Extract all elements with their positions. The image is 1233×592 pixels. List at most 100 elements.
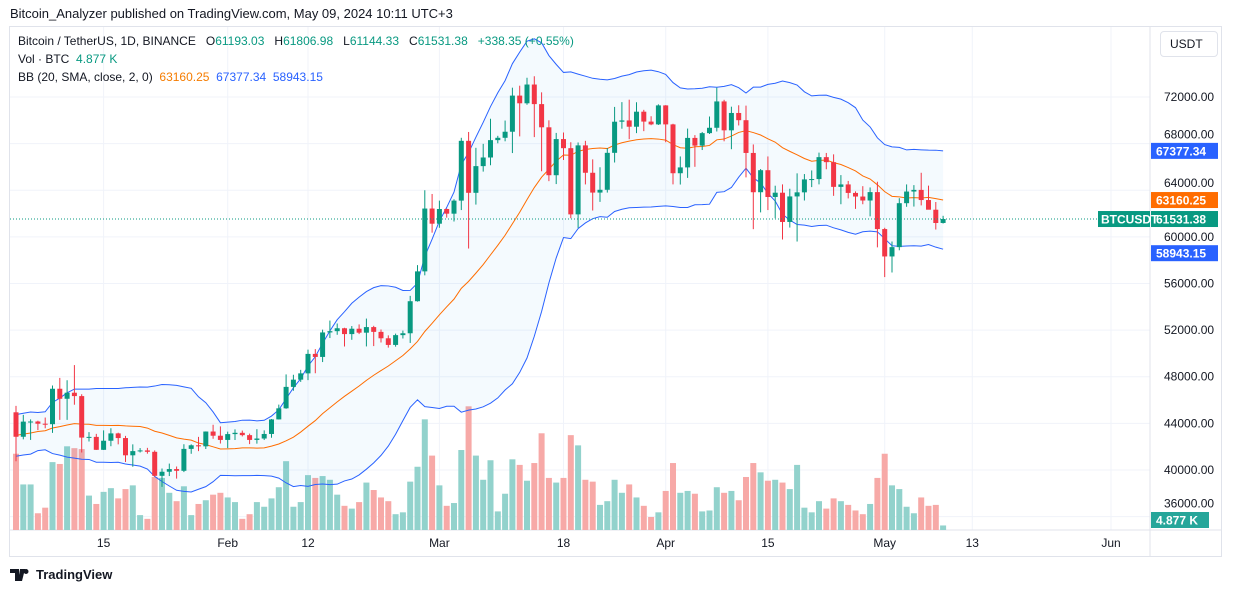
candle-body — [86, 436, 92, 438]
candle-body — [101, 440, 107, 450]
volume-bar — [560, 477, 567, 530]
high-value: 61806.98 — [283, 34, 334, 48]
symbol-name[interactable]: Bitcoin / TetherUS, 1D, BINANCE — [18, 34, 196, 48]
candle-body — [181, 448, 187, 471]
volume-bar — [13, 453, 19, 530]
volume-bar — [20, 484, 27, 530]
candle-body — [619, 120, 625, 122]
price-tick-label: 40000.00 — [1164, 463, 1214, 477]
candle-body — [225, 434, 231, 440]
volume-bar — [494, 511, 501, 530]
chart-frame — [9, 26, 1222, 557]
candle-body — [524, 84, 530, 104]
candle-body — [79, 396, 85, 438]
volume-bar — [764, 480, 771, 530]
volume-bar — [889, 485, 895, 530]
volume-bar — [290, 506, 297, 530]
candle-body — [882, 229, 888, 257]
bb-lower-tag: 58943.15 — [1156, 247, 1206, 261]
volume-bar — [633, 497, 640, 530]
candle-body — [648, 121, 654, 125]
volume-tag-bg — [1151, 512, 1209, 528]
candle-body — [553, 139, 559, 176]
volume-bar — [27, 484, 34, 530]
volume-label[interactable]: Vol · BTC — [18, 52, 70, 66]
candle-body — [342, 328, 347, 335]
candle-body — [495, 137, 501, 141]
candle-body — [473, 166, 479, 193]
bb-legend: BB (20, SMA, close, 2, 0) 63160.25 67377… — [18, 70, 323, 84]
volume-bar — [71, 448, 78, 530]
open-value: 61193.03 — [215, 34, 265, 48]
volume-bar — [932, 504, 939, 530]
candle-body — [334, 328, 340, 332]
time-tick-label: Jun — [1101, 536, 1120, 550]
volume-bar — [356, 502, 363, 530]
candle-body — [42, 423, 48, 425]
candle-body — [188, 445, 194, 449]
time-tick-label: Mar — [429, 536, 450, 550]
candle-body — [400, 333, 406, 336]
symbol-legend: Bitcoin / TetherUS, 1D, BINANCE O61193.0… — [18, 34, 574, 48]
volume-bar — [407, 481, 414, 530]
volume-bar — [173, 501, 180, 530]
volume-bar — [348, 508, 355, 530]
volume-bar — [881, 453, 888, 530]
volume-bar — [217, 492, 224, 530]
volume-bar — [129, 485, 136, 530]
candle-body — [312, 353, 318, 357]
volume-bar — [275, 487, 282, 530]
brand-name: TradingView — [36, 567, 113, 582]
candle-body — [728, 112, 734, 131]
volume-bar — [721, 492, 728, 530]
candle-body — [838, 184, 844, 187]
candle-body — [269, 419, 274, 434]
volume-bar — [421, 419, 428, 530]
candle-body — [933, 209, 939, 224]
currency-button[interactable]: USDT — [1160, 31, 1218, 57]
bb-label[interactable]: BB (20, SMA, close, 2, 0) — [18, 70, 153, 84]
candle-body — [568, 148, 574, 215]
candle-body — [561, 139, 566, 149]
bb-basis-line — [15, 130, 944, 450]
candle-body — [546, 127, 552, 176]
bb-upper-value: 67377.34 — [216, 70, 267, 84]
candle-body — [896, 203, 902, 248]
price-tick-label: 72000.00 — [1164, 90, 1214, 104]
candle-body — [283, 386, 289, 409]
candle-body — [93, 436, 99, 450]
time-tick-label: 12 — [301, 536, 315, 550]
volume-bar — [312, 477, 319, 530]
candle-body — [575, 145, 581, 215]
volume-bar — [202, 500, 209, 530]
candle-body — [166, 469, 172, 472]
volume-bar — [86, 495, 92, 530]
volume-bar — [677, 492, 684, 530]
time-tick-label: 15 — [761, 536, 775, 550]
volume-bar — [713, 487, 720, 530]
volume-bar — [852, 510, 859, 530]
volume-bar — [735, 500, 742, 530]
volume-tag: 4.877 K — [1156, 514, 1198, 528]
low-label: L — [343, 34, 350, 48]
volume-bar — [662, 490, 669, 530]
candle-body — [750, 152, 756, 193]
volume-bar — [326, 479, 333, 530]
volume-bar — [743, 476, 749, 530]
volume-bar — [640, 505, 647, 530]
volume-bar — [604, 501, 611, 530]
published-caption: Bitcoin_Analyzer published on TradingVie… — [10, 6, 453, 21]
footer-brand[interactable]: TradingView — [10, 567, 112, 582]
candle-body — [685, 137, 691, 168]
close-label: C — [409, 34, 418, 48]
candle-body — [232, 432, 238, 435]
volume-bar — [319, 476, 326, 530]
candle-body — [597, 189, 603, 193]
candle-body — [407, 301, 413, 334]
volume-bar — [691, 493, 698, 530]
candle-body — [531, 84, 537, 105]
volume-bar — [801, 507, 808, 530]
volume-bar — [706, 510, 713, 530]
candle-body — [298, 373, 304, 380]
